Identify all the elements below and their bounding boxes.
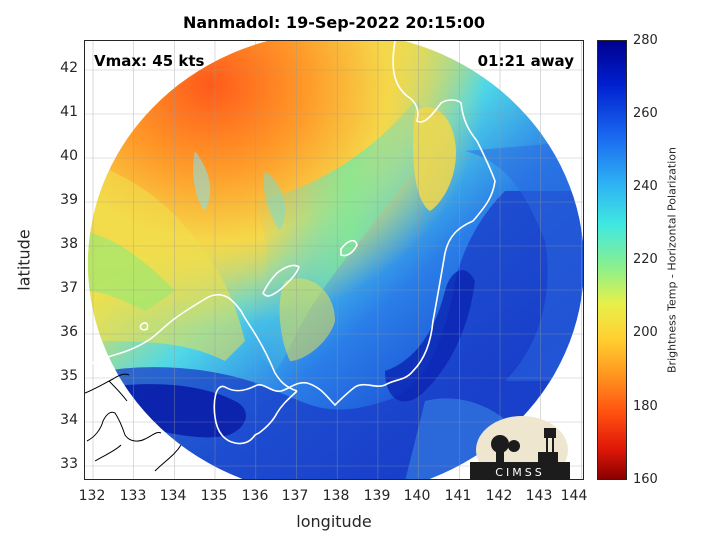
colorbar-tick-label: 240 (633, 179, 658, 194)
colorbar-tick-label: 160 (633, 472, 658, 487)
x-tick-label: 136 (241, 488, 269, 504)
x-tick-label: 139 (363, 488, 391, 504)
time-away-label: 01:21 away (477, 52, 574, 70)
x-tick-label: 140 (403, 488, 431, 504)
colorbar-tick-label: 280 (633, 33, 658, 48)
y-tick-label: 40 (60, 148, 78, 164)
y-tick-label: 39 (60, 192, 78, 208)
y-tick-label: 33 (60, 456, 78, 472)
y-tick-label: 38 (60, 236, 78, 252)
colorbar (597, 40, 627, 480)
x-tick-label: 143 (525, 488, 553, 504)
vmax-label: Vmax: 45 kts (94, 52, 205, 70)
map-title: Nanmadol: 19-Sep-2022 20:15:00 (182, 13, 485, 32)
colorbar-tick-label: 200 (633, 325, 658, 340)
x-tick-label: 132 (78, 488, 106, 504)
logo-text: CIMSS (495, 466, 544, 479)
y-tick-label: 41 (60, 104, 78, 120)
x-tick-label: 133 (119, 488, 147, 504)
colorbar-label: Brightness Temp - Horizontal Polarizatio… (665, 147, 679, 373)
x-tick-label: 135 (200, 488, 228, 504)
colorbar-tick-label: 260 (633, 106, 658, 121)
y-axis-label: latitude (14, 229, 34, 291)
y-tick-label: 34 (60, 412, 78, 428)
x-tick-label: 137 (281, 488, 309, 504)
coastline-inside-swath (88, 41, 496, 445)
y-tick-label: 36 (60, 324, 78, 340)
x-tick-label: 142 (485, 488, 513, 504)
x-axis-label: longitude (296, 512, 372, 531)
map-gridlines (85, 41, 583, 479)
x-tick-label: 144 (560, 488, 588, 504)
x-tick-label: 138 (322, 488, 350, 504)
coastline-outside-swath (85, 373, 182, 472)
y-tick-label: 42 (60, 60, 78, 76)
y-tick-label: 35 (60, 368, 78, 384)
x-tick-label: 134 (159, 488, 187, 504)
colorbar-tick-label: 180 (633, 399, 658, 414)
x-tick-label: 141 (444, 488, 472, 504)
colorbar-tick-label: 220 (633, 252, 658, 267)
cimss-logo: CIMSS (470, 416, 570, 480)
y-tick-label: 37 (60, 280, 78, 296)
